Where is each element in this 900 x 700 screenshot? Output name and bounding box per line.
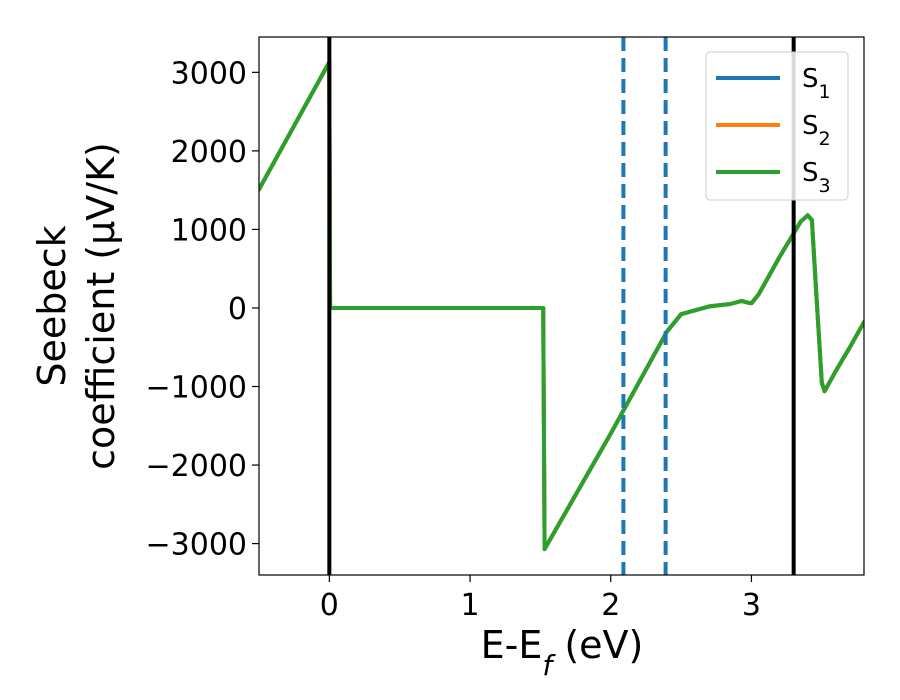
series-line-s3 bbox=[259, 60, 864, 552]
y-axis-label-line2: coefficient (μV/K) bbox=[79, 142, 123, 470]
y-tick-label: 3000 bbox=[171, 56, 247, 91]
y-tick-label: 2000 bbox=[171, 135, 247, 170]
x-axis-label: E-Ef (eV) bbox=[481, 623, 644, 682]
legend: S1 S2 S3 bbox=[705, 51, 849, 201]
x-tick-label: 2 bbox=[601, 588, 620, 623]
legend-label-s2: S2 bbox=[802, 111, 831, 150]
legend-label-s3: S3 bbox=[802, 158, 831, 197]
y-tick-label: −3000 bbox=[146, 528, 247, 563]
x-tick-label: 1 bbox=[460, 588, 479, 623]
plot-frame bbox=[258, 36, 865, 576]
y-tick-label: −2000 bbox=[146, 449, 247, 484]
x-tick-label: 0 bbox=[320, 588, 339, 623]
x-tick-label: 3 bbox=[742, 588, 761, 623]
y-tick-label: 1000 bbox=[171, 213, 247, 248]
legend-label-s1: S1 bbox=[802, 64, 831, 103]
y-tick-label: −1000 bbox=[146, 371, 247, 406]
y-axis-label-line1: Seebeck bbox=[30, 225, 74, 386]
y-tick-label: 0 bbox=[228, 292, 247, 327]
